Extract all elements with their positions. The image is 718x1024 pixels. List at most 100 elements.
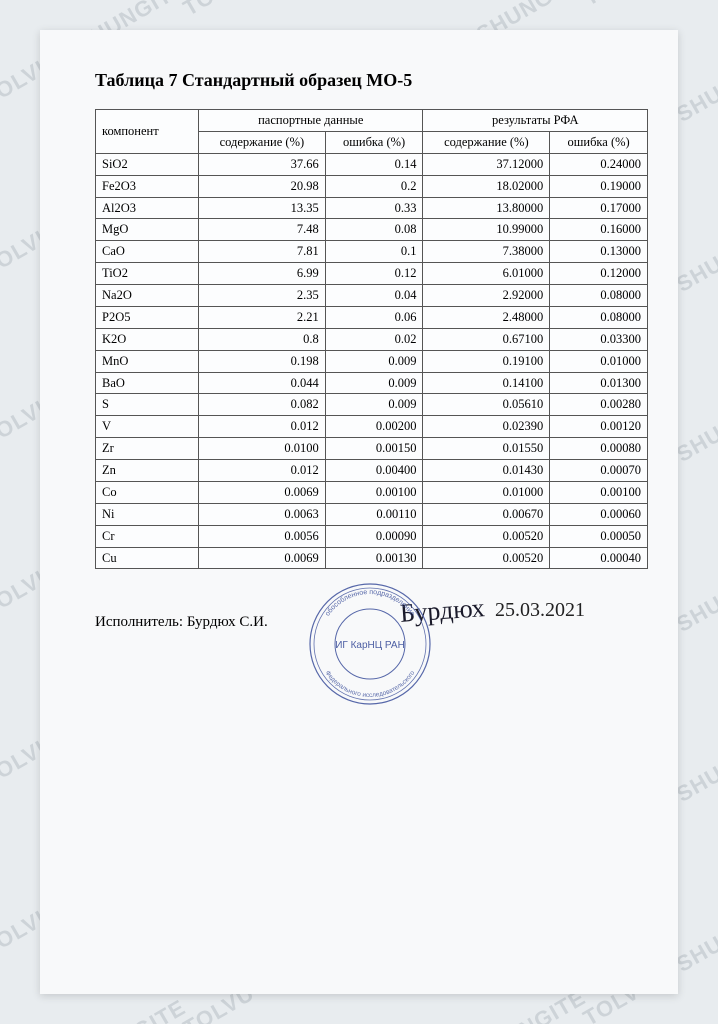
table-cell: Co <box>96 481 199 503</box>
table-row: TiO26.990.126.010000.12000 <box>96 263 648 285</box>
table-cell: 0.012 <box>199 416 326 438</box>
table-cell: P2O5 <box>96 306 199 328</box>
table-cell: 13.80000 <box>423 197 550 219</box>
table-cell: 0.04 <box>325 285 423 307</box>
table-cell: 0.0100 <box>199 438 326 460</box>
table-row: Cu0.00690.001300.005200.00040 <box>96 547 648 569</box>
col-rfa-error: ошибка (%) <box>550 131 648 153</box>
table-cell: 0.00280 <box>550 394 648 416</box>
table-cell: 6.99 <box>199 263 326 285</box>
table-cell: 0.0056 <box>199 525 326 547</box>
table-cell: 6.01000 <box>423 263 550 285</box>
table-cell: 0.01000 <box>423 481 550 503</box>
stamp-inner-text: ИГ КарНЦ РАН <box>335 640 405 651</box>
table-cell: 37.66 <box>199 153 326 175</box>
table-cell: 2.92000 <box>423 285 550 307</box>
table-cell: Fe2O3 <box>96 175 199 197</box>
table-cell: BaO <box>96 372 199 394</box>
table-cell: 18.02000 <box>423 175 550 197</box>
table-row: SiO237.660.1437.120000.24000 <box>96 153 648 175</box>
col-component: компонент <box>96 110 199 154</box>
table-row: S0.0820.0090.056100.00280 <box>96 394 648 416</box>
table-cell: 0.00130 <box>325 547 423 569</box>
table-cell: 0.06 <box>325 306 423 328</box>
table-header-row-1: компонент паспортные данные результаты Р… <box>96 110 648 132</box>
table-cell: 0.19100 <box>423 350 550 372</box>
official-stamp: обособленное подразделение Федерального … <box>305 579 435 709</box>
table-cell: 0.009 <box>325 372 423 394</box>
table-cell: 0.00060 <box>550 503 648 525</box>
table-cell: 20.98 <box>199 175 326 197</box>
table-cell: 0.01000 <box>550 350 648 372</box>
table-cell: 0.8 <box>199 328 326 350</box>
table-cell: 0.00400 <box>325 460 423 482</box>
table-cell: Cr <box>96 525 199 547</box>
table-cell: 0.0063 <box>199 503 326 525</box>
table-cell: Zr <box>96 438 199 460</box>
table-cell: 0.16000 <box>550 219 648 241</box>
table-cell: 0.00110 <box>325 503 423 525</box>
table-cell: 0.00050 <box>550 525 648 547</box>
table-cell: 0.17000 <box>550 197 648 219</box>
table-cell: 0.24000 <box>550 153 648 175</box>
table-cell: 0.67100 <box>423 328 550 350</box>
table-cell: MnO <box>96 350 199 372</box>
table-cell: SiO2 <box>96 153 199 175</box>
table-cell: 37.12000 <box>423 153 550 175</box>
table-row: MgO7.480.0810.990000.16000 <box>96 219 648 241</box>
table-cell: 7.38000 <box>423 241 550 263</box>
table-cell: 0.02390 <box>423 416 550 438</box>
page-title: Таблица 7 Стандартный образец МО-5 <box>95 70 648 91</box>
col-passport-content: содержание (%) <box>199 131 326 153</box>
table-cell: 0.14100 <box>423 372 550 394</box>
table-cell: 0.00520 <box>423 547 550 569</box>
table-cell: 0.00120 <box>550 416 648 438</box>
col-group-passport: паспортные данные <box>199 110 423 132</box>
date-handwriting: 25.03.2021 <box>495 599 585 622</box>
table-cell: 0.2 <box>325 175 423 197</box>
composition-table: компонент паспортные данные результаты Р… <box>95 109 648 569</box>
table-cell: 0.0069 <box>199 481 326 503</box>
table-cell: 0.12 <box>325 263 423 285</box>
table-cell: MgO <box>96 219 199 241</box>
table-cell: V <box>96 416 199 438</box>
table-cell: S <box>96 394 199 416</box>
table-cell: 0.00100 <box>325 481 423 503</box>
table-cell: 0.044 <box>199 372 326 394</box>
table-cell: 0.33 <box>325 197 423 219</box>
watermark-item: TOLVUSHUNGITE <box>0 994 190 1024</box>
table-cell: 0.012 <box>199 460 326 482</box>
table-row: Fe2O320.980.218.020000.19000 <box>96 175 648 197</box>
table-cell: Al2O3 <box>96 197 199 219</box>
table-cell: 7.48 <box>199 219 326 241</box>
table-cell: 0.14 <box>325 153 423 175</box>
col-passport-error: ошибка (%) <box>325 131 423 153</box>
table-row: K2O0.80.020.671000.03300 <box>96 328 648 350</box>
table-cell: 0.00200 <box>325 416 423 438</box>
table-cell: 0.009 <box>325 394 423 416</box>
table-cell: K2O <box>96 328 199 350</box>
table-row: BaO0.0440.0090.141000.01300 <box>96 372 648 394</box>
table-cell: 0.08000 <box>550 285 648 307</box>
table-cell: 0.00040 <box>550 547 648 569</box>
table-row: Zr0.01000.001500.015500.00080 <box>96 438 648 460</box>
table-cell: 7.81 <box>199 241 326 263</box>
table-cell: 0.12000 <box>550 263 648 285</box>
table-cell: Zn <box>96 460 199 482</box>
table-cell: Cu <box>96 547 199 569</box>
table-cell: 0.009 <box>325 350 423 372</box>
table-cell: 0.05610 <box>423 394 550 416</box>
table-cell: 0.00090 <box>325 525 423 547</box>
table-cell: 0.00150 <box>325 438 423 460</box>
table-row: Na2O2.350.042.920000.08000 <box>96 285 648 307</box>
table-cell: 0.00100 <box>550 481 648 503</box>
table-row: V0.0120.002000.023900.00120 <box>96 416 648 438</box>
table-cell: 0.01300 <box>550 372 648 394</box>
table-cell: CaO <box>96 241 199 263</box>
col-rfa-content: содержание (%) <box>423 131 550 153</box>
table-row: MnO0.1980.0090.191000.01000 <box>96 350 648 372</box>
table-cell: 0.01430 <box>423 460 550 482</box>
table-cell: 0.02 <box>325 328 423 350</box>
signer-label: Исполнитель: Бурдюх С.И. <box>95 614 268 630</box>
table-row: Cr0.00560.000900.005200.00050 <box>96 525 648 547</box>
